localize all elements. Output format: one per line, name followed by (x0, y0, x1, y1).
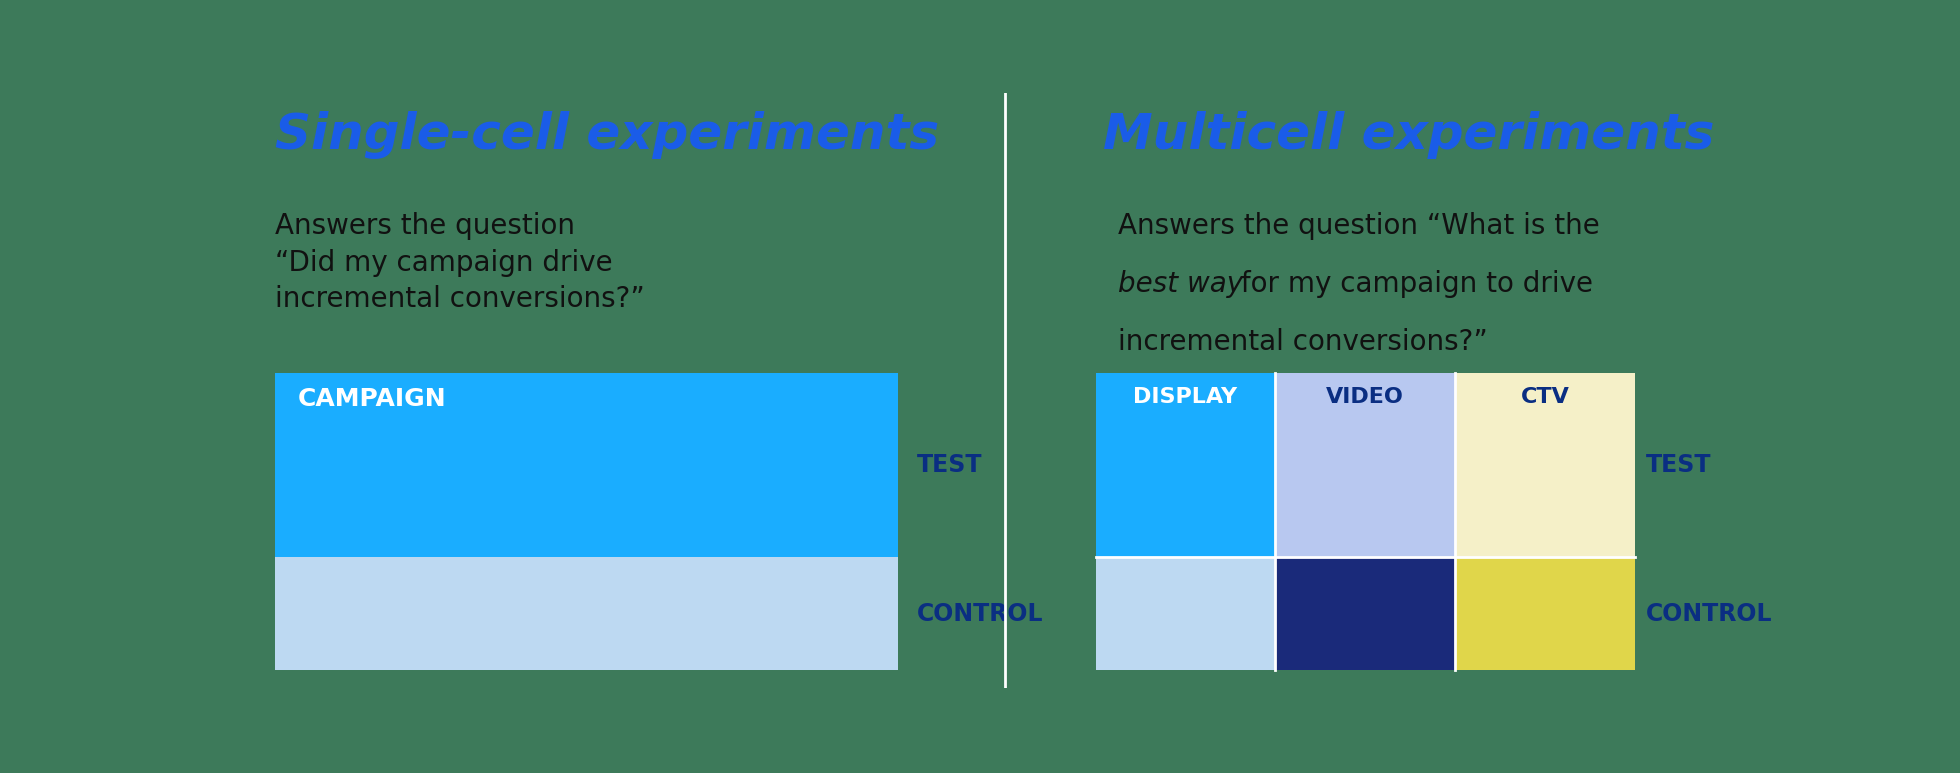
Text: TEST: TEST (1646, 453, 1711, 477)
Text: incremental conversions?”: incremental conversions?” (1119, 329, 1488, 356)
Text: CTV: CTV (1521, 387, 1570, 407)
Bar (1276, 557, 1454, 670)
Text: for my campaign to drive: for my campaign to drive (1233, 270, 1593, 298)
Text: Multicell experiments: Multicell experiments (1103, 111, 1715, 158)
Bar (274, 373, 898, 557)
Bar (1454, 557, 1635, 670)
Text: best way: best way (1119, 270, 1243, 298)
Bar (1096, 373, 1276, 557)
Text: Single-cell experiments: Single-cell experiments (274, 111, 939, 158)
Text: Answers the question “What is the: Answers the question “What is the (1119, 212, 1599, 240)
Bar (1276, 373, 1454, 557)
Text: CAMPAIGN: CAMPAIGN (298, 387, 447, 411)
Text: VIDEO: VIDEO (1327, 387, 1403, 407)
Text: CONTROL: CONTROL (1646, 601, 1772, 625)
Text: CONTROL: CONTROL (917, 601, 1043, 625)
Text: TEST: TEST (917, 453, 982, 477)
Bar (1096, 557, 1276, 670)
Text: DISPLAY: DISPLAY (1133, 387, 1237, 407)
Bar (274, 557, 898, 670)
Text: Answers the question
“Did my campaign drive
incremental conversions?”: Answers the question “Did my campaign dr… (274, 212, 645, 313)
Bar (1454, 373, 1635, 557)
